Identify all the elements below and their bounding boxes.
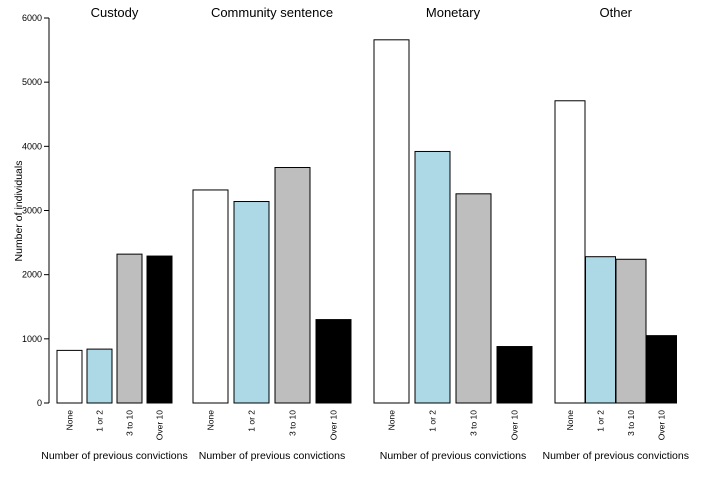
panel-1: Community sentence None 1 or 2 3 to 10 Over … — [192, 5, 352, 462]
bar-1-or-2 — [233, 201, 270, 404]
y-tick-label: 4000 — [22, 141, 42, 151]
x-axis-label: Number of previous convictions — [199, 450, 345, 462]
chart-panels: Custody None 1 or 2 3 to 10 Over 10 Number of… — [41, 5, 689, 462]
category-label: Over 10 — [329, 410, 339, 441]
panel-2: Monetary None 1 or 2 3 to 10 Over 10 Number o… — [373, 5, 533, 462]
y-tick-label: 5000 — [22, 77, 42, 87]
bar-3-to-10 — [615, 258, 647, 404]
category-label: 3 to 10 — [469, 410, 479, 436]
x-axis-label: Number of previous convictions — [41, 450, 187, 462]
category-label: 1 or 2 — [596, 410, 606, 432]
y-tick-label: 0 — [37, 398, 42, 408]
category-label: None — [565, 410, 575, 431]
category-label: None — [206, 410, 216, 431]
category-label: None — [387, 410, 397, 431]
y-tick-label: 1000 — [22, 334, 42, 344]
x-axis-label: Number of previous convictions — [543, 450, 689, 462]
bar-1-or-2 — [414, 150, 451, 404]
category-label: Over 10 — [657, 410, 667, 441]
panel-title: Community sentence — [211, 5, 333, 20]
bar-over-10 — [315, 319, 352, 404]
bar-3-to-10 — [116, 253, 143, 404]
panel-3: Other None 1 or 2 3 to 10 Over 10 Number of p… — [543, 5, 689, 462]
panel-title: Other — [599, 5, 632, 20]
category-label: Over 10 — [155, 410, 165, 441]
category-label: None — [65, 410, 75, 431]
bar-1-or-2 — [585, 256, 616, 404]
category-label: 1 or 2 — [95, 410, 105, 432]
panel-title: Monetary — [426, 5, 481, 20]
bar-over-10 — [646, 335, 677, 404]
category-label: 3 to 10 — [626, 410, 636, 436]
bar-none — [373, 39, 410, 404]
category-label: Over 10 — [510, 410, 520, 441]
bar-over-10 — [496, 346, 533, 404]
bar-3-to-10 — [455, 193, 492, 404]
bar-over-10 — [146, 255, 173, 404]
bar-3-to-10 — [274, 167, 311, 404]
category-label: 3 to 10 — [288, 410, 298, 436]
category-label: 1 or 2 — [247, 410, 257, 432]
panel-0: Custody None 1 or 2 3 to 10 Over 10 Number of… — [41, 5, 187, 462]
y-tick-label: 6000 — [22, 13, 42, 23]
y-tick-label: 3000 — [22, 206, 42, 216]
x-axis-label: Number of previous convictions — [380, 450, 526, 462]
panel-title: Custody — [91, 5, 139, 20]
y-axis-label: Number of individuals — [13, 161, 25, 262]
y-axis: 0 1000 2000 3000 4000 5000 6000 — [22, 13, 50, 408]
category-label: 1 or 2 — [428, 410, 438, 432]
category-label: 3 to 10 — [125, 410, 135, 436]
bar-none — [554, 100, 586, 404]
bar-1-or-2 — [86, 348, 113, 404]
y-tick-label: 2000 — [22, 270, 42, 280]
bar-none — [192, 189, 229, 404]
bar-none — [56, 349, 83, 404]
